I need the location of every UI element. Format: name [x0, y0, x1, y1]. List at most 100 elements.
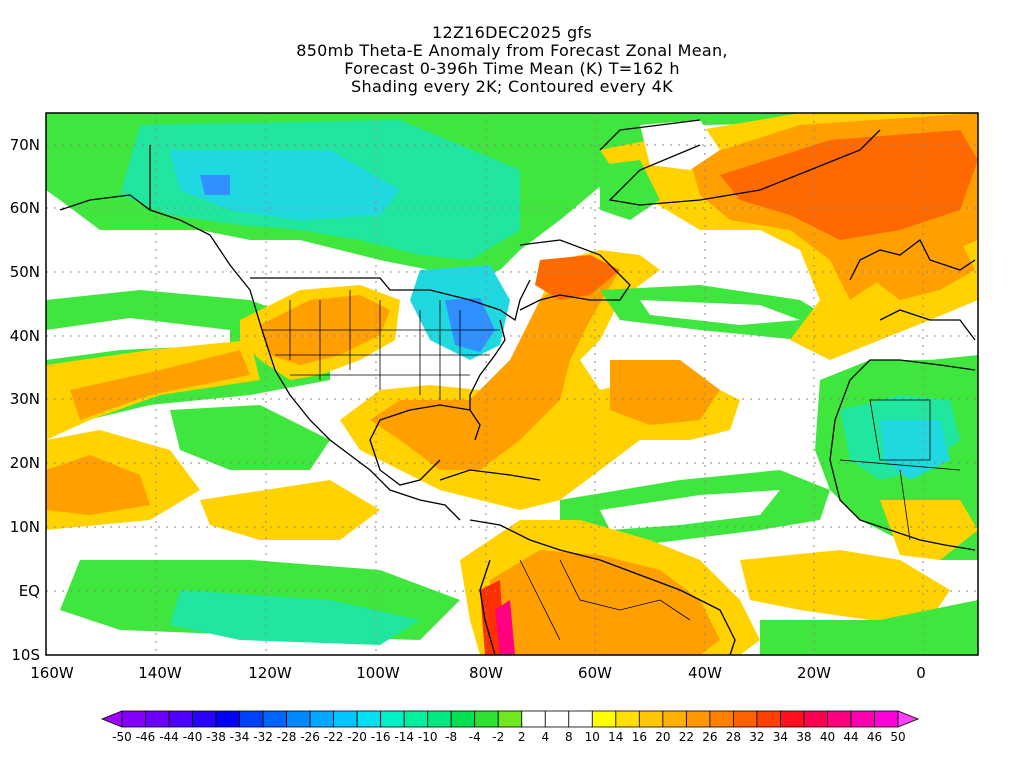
colorbar-swatch [309, 710, 335, 728]
colorbar-label: -26 [300, 730, 320, 744]
colorbar-swatch [239, 710, 264, 728]
coastlines [59, 119, 976, 656]
colorbar-swatch [685, 710, 711, 728]
colorbar-label: -32 [253, 730, 273, 744]
colorbar-swatch [780, 710, 805, 728]
colorbar-label: -16 [371, 730, 391, 744]
title-block: 12Z16DEC2025 gfs 850mb Theta-E Anomaly f… [0, 24, 1024, 96]
colorbar-swatch [521, 710, 546, 728]
lat-tick-label: 30N [10, 390, 40, 408]
colorbar-swatch [756, 710, 781, 728]
borders [262, 290, 961, 641]
colorbar-swatch [544, 710, 570, 728]
lon-tick-label: 60W [578, 664, 612, 682]
colorbar-swatch [874, 710, 899, 728]
lon-tick-label: 0 [916, 664, 926, 682]
colorbar-swatch [380, 710, 405, 728]
colorbar: -50 -46 -44 -40 -38 -34 -32 -28 -26 -22 -20 -16 -14-… [100, 710, 920, 744]
colorbar-swatch [286, 710, 311, 728]
lat-tick-label: EQ [19, 582, 40, 600]
lat-axis: 70N 60N 50N 40N 30N 20N 10N EQ 10S [10, 136, 40, 664]
colorbar-swatch [356, 710, 382, 728]
colorbar-label: 38 [796, 730, 811, 744]
lat-tick-label: 10N [10, 518, 40, 536]
colorbar-label: 4 [541, 730, 549, 744]
colorbar-label: -8 [445, 730, 457, 744]
colorbar-label: 20 [655, 730, 670, 744]
lon-tick-label: 160W [30, 664, 74, 682]
lon-tick-label: 80W [469, 664, 503, 682]
colorbar-label: -2 [492, 730, 504, 744]
colorbar-swatch [827, 710, 852, 728]
colorbar-swatch [145, 710, 170, 728]
lat-tick-label: 50N [10, 263, 40, 281]
colorbar-label: 44 [843, 730, 858, 744]
lat-tick-label: 40N [10, 327, 40, 345]
colorbar-label: 22 [679, 730, 694, 744]
colorbar-label: 26 [702, 730, 717, 744]
colorbar-label: 14 [608, 730, 623, 744]
colorbar-label: 28 [726, 730, 741, 744]
colorbar-label: -20 [347, 730, 367, 744]
colorbar-label: 50 [890, 730, 905, 744]
colorbar-swatch [474, 710, 499, 728]
colorbar-label: -50 [112, 730, 132, 744]
colorbar-label: -34 [230, 730, 250, 744]
colorbar-swatch [333, 710, 358, 728]
colorbar-label: -38 [206, 730, 226, 744]
colorbar-swatch [591, 710, 617, 728]
colorbar-swatch [709, 710, 734, 728]
colorbar-arrow-high [897, 710, 920, 728]
title-line-1: 12Z16DEC2025 gfs [431, 23, 592, 42]
colorbar-label: 32 [749, 730, 764, 744]
colorbar-label: 46 [867, 730, 882, 744]
lon-tick-label: 40W [688, 664, 722, 682]
lon-axis: 160W 140W 120W 100W 80W 60W 40W 20W 0 [30, 664, 926, 682]
colorbar-label: 10 [585, 730, 600, 744]
title-line-4: Shading every 2K; Contoured every 4K [351, 77, 673, 96]
title-line-3: Forecast 0-396h Time Mean (K) T=162 h [344, 59, 680, 78]
colorbar-label: -46 [136, 730, 156, 744]
colorbar-label: 34 [773, 730, 788, 744]
colorbar-swatch [662, 710, 687, 728]
colorbar-label: 8 [565, 730, 573, 744]
lat-tick-label: 20N [10, 454, 40, 472]
lat-tick-label: 10S [11, 646, 40, 664]
title-line-2: 850mb Theta-E Anomaly from Forecast Zona… [296, 41, 728, 60]
colorbar-label: -4 [469, 730, 481, 744]
colorbar-label: 40 [820, 730, 835, 744]
colorbar-swatch [615, 710, 640, 728]
lat-tick-label: 70N [10, 136, 40, 154]
colorbar-label: -40 [183, 730, 203, 744]
lon-tick-label: 120W [248, 664, 292, 682]
colorbar-swatch [168, 710, 193, 728]
colorbar-swatch [450, 710, 476, 728]
shaded-field [46, 113, 978, 655]
colorbar-swatch [732, 710, 758, 728]
lat-tick-label: 60N [10, 199, 40, 217]
colorbar-label: 16 [632, 730, 647, 744]
grid-lines [46, 113, 978, 655]
colorbar-swatch [638, 710, 664, 728]
colorbar-swatch [803, 710, 828, 728]
colorbar-arrow-low [100, 710, 123, 728]
colorbar-swatch [427, 710, 452, 728]
colorbar-label: -44 [159, 730, 179, 744]
colorbar-label: -10 [418, 730, 438, 744]
colorbar-swatch [850, 710, 875, 728]
colorbar-swatch [121, 710, 146, 728]
lon-tick-label: 20W [797, 664, 831, 682]
colorbar-swatch [262, 710, 288, 728]
colorbar-swatch [568, 710, 593, 728]
colorbar-label: 2 [518, 730, 526, 744]
colorbar-swatch [497, 710, 523, 728]
colorbar-swatch [192, 710, 217, 728]
colorbar-label: -22 [324, 730, 344, 744]
colorbar-swatch [403, 710, 429, 728]
lon-tick-label: 140W [138, 664, 182, 682]
colorbar-label: -14 [394, 730, 414, 744]
lon-tick-label: 100W [356, 664, 400, 682]
colorbar-swatch [215, 710, 240, 728]
colorbar-label: -28 [277, 730, 297, 744]
